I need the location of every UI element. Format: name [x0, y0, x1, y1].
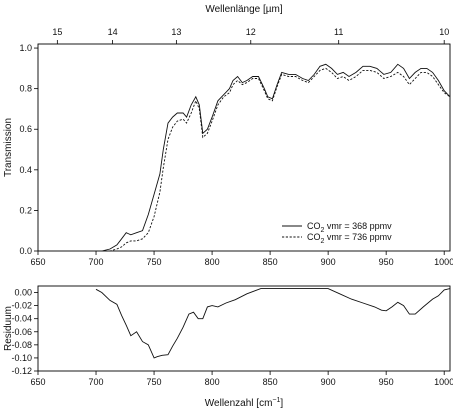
y-tick-label: -0.12 [11, 366, 32, 376]
wavenumber-axis-title: Wellenzahl [cm−1] [205, 397, 284, 409]
residual-line [95, 288, 451, 359]
x-tick-label: 800 [205, 377, 220, 387]
wavelength-tick-label: 10 [439, 27, 449, 37]
x-tick-label: 800 [205, 257, 220, 267]
legend-label-1: CO2 vmr = 368 ppmv [307, 221, 392, 234]
y-tick-label: -0.02 [11, 301, 32, 311]
y-tick-label: 0.6 [19, 124, 32, 134]
x-tick-label: 650 [30, 257, 45, 267]
y-tick-label: 0.4 [19, 165, 32, 175]
wavelength-tick-label: 11 [334, 27, 343, 37]
y-tick-label: 0.2 [19, 205, 32, 215]
legend-main: CO [307, 232, 321, 242]
residual-axis-title: Residuum [3, 306, 14, 351]
transmission-axis-title: Transmission [3, 118, 14, 177]
x-tick-label: 700 [89, 257, 104, 267]
x-tick-label: 750 [147, 377, 162, 387]
x-tick-label: 1000 [434, 257, 453, 267]
wavenumber-axis-title-end: ] [280, 398, 283, 409]
residual-plot-frame [37, 285, 451, 372]
y-tick-label: 0.8 [19, 84, 32, 94]
x-tick-label: 700 [89, 377, 104, 387]
y-tick-label: -0.08 [11, 340, 32, 350]
wavenumber-axis-title-sup: −1 [272, 397, 280, 404]
x-tick-label: 1000 [434, 377, 453, 387]
wavelength-tick-label: 15 [52, 27, 62, 37]
y-tick-label: 0.00 [14, 288, 32, 298]
y-tick-label: -0.10 [11, 353, 32, 363]
legend-subscript: 2 [321, 227, 325, 234]
x-tick-label: 900 [321, 377, 336, 387]
wavelength-tick-label: 12 [246, 27, 256, 37]
legend-subscript: 2 [321, 238, 325, 245]
x-tick-label: 850 [263, 257, 278, 267]
legend-rest: vmr = 736 ppmv [324, 232, 392, 242]
transmission-chart: 15 14 13 12 11 10 Wellenlänge [µm] 650 700 750 800… [3, 4, 453, 267]
y-tick-label: -0.06 [11, 327, 32, 337]
wavelength-axis-title: Wellenlänge [µm] [205, 4, 283, 15]
y-tick-label: 0.0 [19, 246, 32, 256]
residual-chart: 650 700 750 800 850 900 950 1000 0.00 -0.02 -0.04 -… [3, 285, 453, 409]
wavenumber-axis-title-main: Wellenzahl [cm [205, 398, 273, 409]
transmission-plot-frame [37, 43, 451, 252]
wavelength-tick-label: 13 [171, 27, 181, 37]
x-tick-label: 650 [30, 377, 45, 387]
x-tick-label: 850 [263, 377, 278, 387]
wavelength-tick-label: 14 [108, 27, 118, 37]
x-tick-label: 750 [147, 257, 162, 267]
legend-rest: vmr = 368 ppmv [324, 221, 392, 231]
x-tick-label: 900 [321, 257, 336, 267]
legend-main: CO [307, 221, 321, 231]
y-tick-label: -0.04 [11, 314, 32, 324]
y-tick-label: 1.0 [19, 43, 32, 53]
x-tick-label: 950 [379, 377, 394, 387]
x-tick-label: 950 [379, 257, 394, 267]
series-line-1 [101, 63, 451, 252]
legend-label-2: CO2 vmr = 736 ppmv [307, 232, 392, 245]
series-line-2 [101, 67, 451, 252]
